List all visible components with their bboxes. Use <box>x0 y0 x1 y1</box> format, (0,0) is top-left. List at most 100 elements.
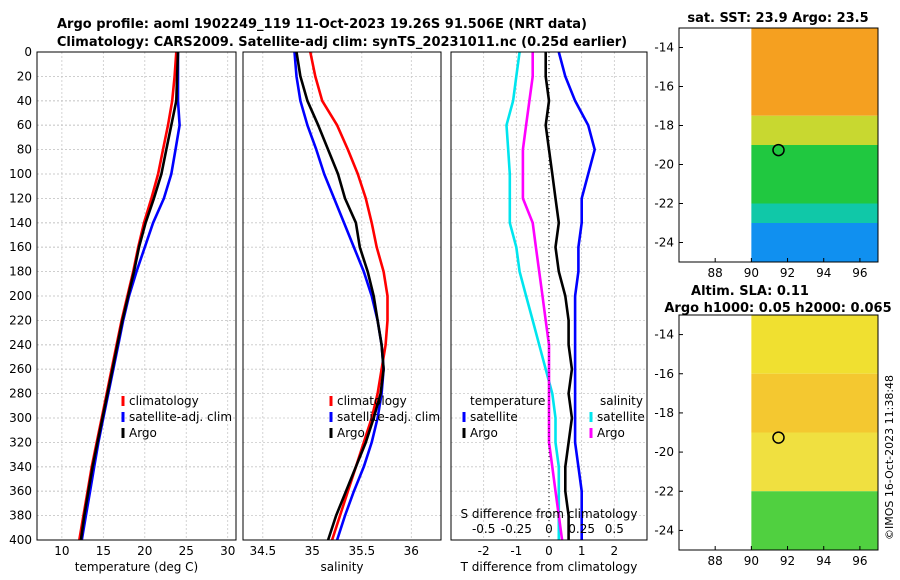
x-tick-label: 25 <box>179 544 194 558</box>
y-tick-label: -22 <box>654 197 674 211</box>
y-tick-label: -24 <box>654 236 674 250</box>
y-tick-label: 360 <box>9 484 32 498</box>
sst-map-panel: 88 90 92 94 96 -14 -16 -18 -20 -22 -24 sat. SST: 23… <box>654 11 879 280</box>
x-axis-label: T difference from climatology <box>460 560 638 574</box>
series-line-temperature-argo <box>544 52 574 540</box>
salinity-panel: 34.5 35 35.5 36 salinity climatology satellite… <box>242 51 442 574</box>
y-tick-label: -22 <box>654 484 674 498</box>
top-tick-label: 0 <box>545 522 553 536</box>
x-tick-label: 92 <box>780 554 795 568</box>
heatmap-band <box>751 373 878 433</box>
x-tick-label: 92 <box>780 266 795 280</box>
series-line-satellite-adj-clim <box>293 51 385 541</box>
x-tick-label: 36 <box>404 544 419 558</box>
series-line-argo <box>295 51 385 541</box>
legend-label: Argo <box>129 426 157 440</box>
top-tick-label: -0.5 <box>472 522 495 536</box>
title-line-1: Argo profile: aoml 1902249_119 11-Oct-20… <box>57 17 587 32</box>
y-tick-label: -18 <box>654 406 674 420</box>
axes-frame <box>36 51 237 541</box>
x-tick-label: 88 <box>708 266 723 280</box>
y-tick-label: -14 <box>654 41 674 55</box>
heatmap-band <box>751 432 878 492</box>
y-tick-label: -16 <box>654 80 674 94</box>
y-tick-label: 340 <box>9 460 32 474</box>
x-tick-label: 34.5 <box>249 544 276 558</box>
map-frame <box>678 27 879 263</box>
y-tick-label: 180 <box>9 265 32 279</box>
x-tick-label: 2 <box>611 544 619 558</box>
heatmap-band <box>751 203 878 223</box>
x-tick-label: 90 <box>744 266 759 280</box>
x-tick-label: 94 <box>816 554 831 568</box>
y-tick-label: 300 <box>9 411 32 425</box>
top-tick-label: 0.5 <box>605 522 624 536</box>
legend-title-temperature: temperature <box>470 394 545 408</box>
legend-label: Argo <box>470 426 498 440</box>
temperature-panel: 10 15 20 25 30 temperature (deg C) 0 20 40 60 80 10… <box>9 45 237 574</box>
y-tick-label: 60 <box>17 118 32 132</box>
legend-label: Argo <box>597 426 625 440</box>
series-line-argo <box>79 51 180 541</box>
y-tick-label: 160 <box>9 240 32 254</box>
map-title: Altim. SLA: 0.11 <box>691 284 809 299</box>
x-tick-label: -2 <box>478 544 490 558</box>
heatmap-band <box>751 491 878 550</box>
heatmap-band <box>751 315 878 374</box>
y-tick-label: -20 <box>654 158 674 172</box>
x-axis-label: salinity <box>320 560 363 574</box>
x-tick-label: 15 <box>96 544 111 558</box>
y-tick-label: 220 <box>9 313 32 327</box>
argo-position-marker <box>772 431 785 444</box>
legend-label: climatology <box>337 394 407 408</box>
x-tick-label: 35 <box>305 544 320 558</box>
y-tick-label: 260 <box>9 362 32 376</box>
y-tick-label: 20 <box>17 69 32 83</box>
map-title: sat. SST: 23.9 Argo: 23.5 <box>687 11 868 26</box>
x-tick-label: 88 <box>708 554 723 568</box>
y-tick-label: -16 <box>654 367 674 381</box>
y-tick-label: -24 <box>654 523 674 537</box>
top-axis-label: S difference from climatology <box>461 507 638 521</box>
difference-panel: -2 -1 0 1 2 T difference from climatology S di… <box>450 51 648 574</box>
x-tick-label: 96 <box>852 266 867 280</box>
legend-label: Argo <box>337 426 365 440</box>
top-tick-label: 0.25 <box>568 522 595 536</box>
heatmap-band <box>751 145 878 204</box>
y-tick-label: 40 <box>17 94 32 108</box>
legend-label: satellite <box>470 410 518 424</box>
y-tick-label: -14 <box>654 328 674 342</box>
legend-label: climatology <box>129 394 199 408</box>
series-line-temperature-satellite <box>557 51 597 540</box>
y-tick-label: -20 <box>654 445 674 459</box>
map-frame <box>678 314 879 551</box>
y-tick-label: 100 <box>9 167 32 181</box>
x-tick-label: 20 <box>137 544 152 558</box>
x-tick-label: 94 <box>816 266 831 280</box>
y-tick-label: 240 <box>9 338 32 352</box>
y-tick-label: -18 <box>654 119 674 133</box>
legend-label: satellite-adj. clim <box>337 410 440 424</box>
y-tick-label: 280 <box>9 387 32 401</box>
top-tick-label: -0.25 <box>501 522 532 536</box>
y-tick-label: 200 <box>9 289 32 303</box>
x-tick-label: 30 <box>220 544 235 558</box>
argo-position-marker <box>772 143 785 157</box>
series-line-salinity-satellite <box>505 51 561 540</box>
y-tick-label: 80 <box>17 143 32 157</box>
x-tick-label: 0 <box>545 544 553 558</box>
x-tick-label: 1 <box>578 544 586 558</box>
y-tick-label: 320 <box>9 435 32 449</box>
x-tick-label: 10 <box>54 544 69 558</box>
x-tick-label: -1 <box>510 544 522 558</box>
y-tick-label: 140 <box>9 216 32 230</box>
y-tick-label: 400 <box>9 533 32 547</box>
map-subtitle: Argo h1000: 0.05 h2000: 0.065 <box>664 301 891 316</box>
legend-label: satellite <box>597 410 645 424</box>
sla-map-panel: 88 90 92 94 96 -14 -16 -18 -20 -22 -24 Altim. SLA: … <box>654 284 891 568</box>
y-tick-label: 120 <box>9 191 32 205</box>
x-tick-label: 90 <box>744 554 759 568</box>
title-line-2: Climatology: CARS2009. Satellite-adj cli… <box>57 35 627 50</box>
x-axis-label: temperature (deg C) <box>75 560 198 574</box>
